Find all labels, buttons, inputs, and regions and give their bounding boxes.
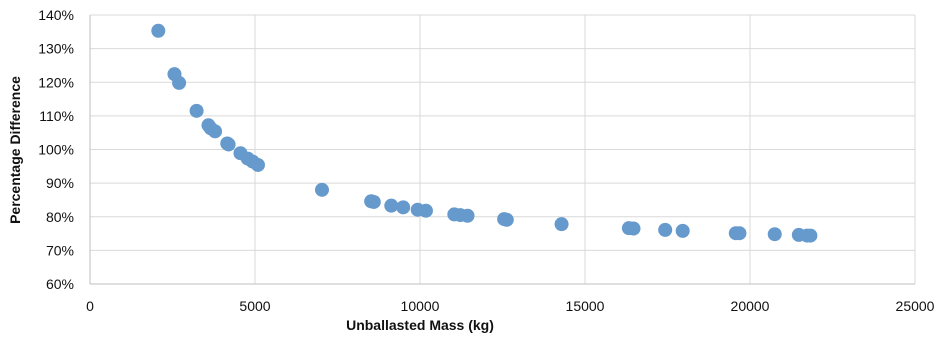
y-tick-label: 130% [38,41,74,57]
data-points [151,23,818,243]
y-tick-label: 60% [46,276,74,292]
data-point [675,223,690,238]
data-point [221,137,236,152]
data-point [460,208,475,223]
axes [89,15,915,285]
data-point [554,217,569,232]
data-point [396,200,411,215]
data-point [314,182,329,197]
y-tick-label: 120% [38,74,74,90]
tick-labels: 60% 70% 80% 90% 100% 110% 120% 130% 140% 0 5000 100… [38,7,934,314]
y-tick-label: 140% [38,7,74,23]
x-tick-label: 20000 [731,298,770,314]
data-point [250,157,265,172]
y-tick-label: 100% [38,142,74,158]
y-tick-label: 90% [46,175,74,191]
data-point [172,75,187,90]
data-point [803,228,818,243]
data-point [189,103,204,118]
y-axis-title: Percentage Difference [7,76,23,224]
x-axis-title: Unballasted Mass (kg) [346,317,494,333]
data-point [767,227,782,242]
data-point [384,198,399,213]
data-point [499,212,514,227]
data-point [418,203,433,218]
grid-lines [90,14,916,285]
y-tick-label: 70% [46,242,74,258]
data-point [366,194,381,209]
data-point [732,226,747,241]
data-point [208,124,223,139]
data-point [626,221,641,236]
y-tick-label: 80% [46,209,74,225]
x-tick-label: 0 [86,298,94,314]
y-tick-label: 110% [39,108,74,124]
x-tick-label: 10000 [401,298,440,314]
x-tick-label: 5000 [239,298,270,314]
data-point [658,222,673,237]
x-tick-label: 25000 [896,298,935,314]
data-point [151,23,166,38]
x-tick-label: 15000 [566,298,605,314]
